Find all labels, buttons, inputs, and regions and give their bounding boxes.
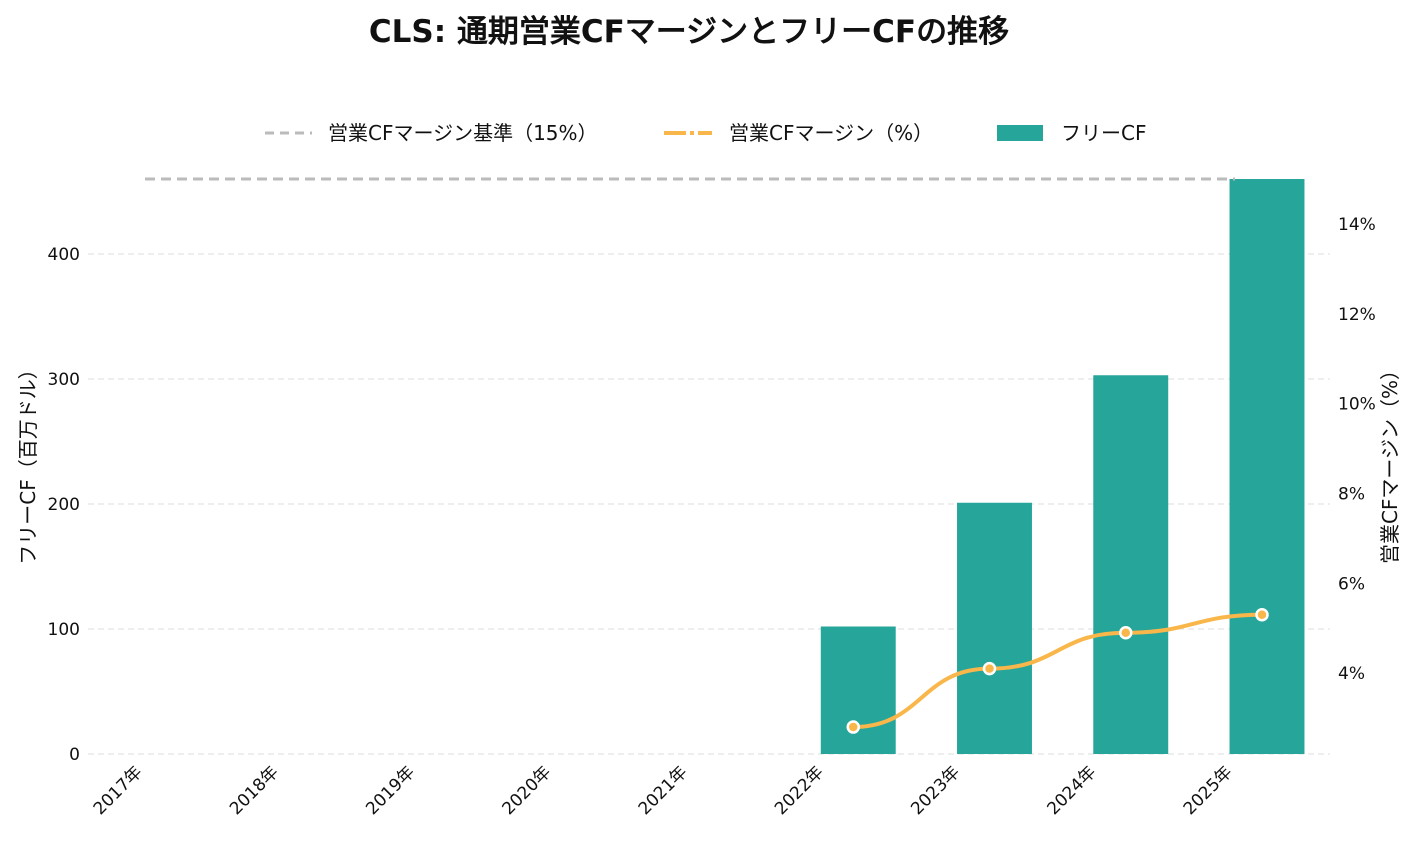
legend-item-reference: 営業CFマージン基準（15%） xyxy=(265,121,598,145)
x-tick-label: 2021年 xyxy=(635,762,692,819)
right-axis-label: 営業CFマージン（%） xyxy=(1378,360,1402,564)
bar-layer xyxy=(820,179,1305,754)
x-tick-label: 2024年 xyxy=(1044,762,1101,819)
left-tick-label: 300 xyxy=(48,370,80,390)
bar-fcf xyxy=(957,502,1032,754)
right-tick-label: 10% xyxy=(1338,395,1376,415)
right-tick-label: 6% xyxy=(1338,574,1365,594)
margin-line xyxy=(851,612,1264,730)
legend-label-margin: 営業CFマージン（%） xyxy=(729,121,933,145)
bar-fcf xyxy=(1093,375,1169,754)
x-tick-label: 2025年 xyxy=(1180,762,1237,819)
line-layer xyxy=(846,607,1269,734)
legend-label-reference: 営業CFマージン基準（15%） xyxy=(328,121,598,145)
chart-title: CLS: 通期営業CFマージンとフリーCFの推移 xyxy=(369,14,1009,50)
legend-item-fcf: フリーCF xyxy=(997,121,1146,145)
legend-item-margin: 営業CFマージン（%） xyxy=(664,121,933,145)
legend-label-fcf: フリーCF xyxy=(1061,121,1146,145)
x-tick-label: 2022年 xyxy=(771,762,828,819)
margin-point xyxy=(982,661,997,676)
x-tick-label: 2023年 xyxy=(907,762,964,819)
left-tick-label: 100 xyxy=(48,620,80,640)
left-tick-label: 0 xyxy=(69,745,80,765)
bar-fcf xyxy=(1229,179,1305,754)
x-tick-label: 2017年 xyxy=(90,762,147,819)
bar-fcf xyxy=(820,626,896,754)
x-axis: 2017年 2018年 2019年 2020年 2021年 2022年 2023年 2024年… xyxy=(90,762,1237,819)
legend-swatch-fcf xyxy=(997,125,1043,141)
right-tick-label: 4% xyxy=(1338,664,1365,684)
left-tick-label: 400 xyxy=(48,245,80,265)
right-tick-label: 8% xyxy=(1338,484,1365,504)
margin-point xyxy=(1119,625,1133,640)
x-tick-label: 2018年 xyxy=(226,762,283,819)
left-axis-label: フリーCF（百万ドル） xyxy=(16,359,40,564)
right-tick-label: 12% xyxy=(1338,305,1376,325)
left-tick-label: 200 xyxy=(48,495,80,515)
margin-point xyxy=(846,720,860,734)
legend: 営業CFマージン基準（15%） 営業CFマージン（%） フリーCF xyxy=(265,121,1146,145)
x-tick-label: 2020年 xyxy=(499,762,556,819)
margin-point xyxy=(1255,607,1269,622)
right-tick-label: 14% xyxy=(1338,215,1376,235)
right-axis: 4% 6% 8% 10% 12% 14% xyxy=(1338,215,1376,684)
left-axis: 0 100 200 300 400 xyxy=(48,245,80,765)
x-tick-label: 2019年 xyxy=(362,762,419,819)
